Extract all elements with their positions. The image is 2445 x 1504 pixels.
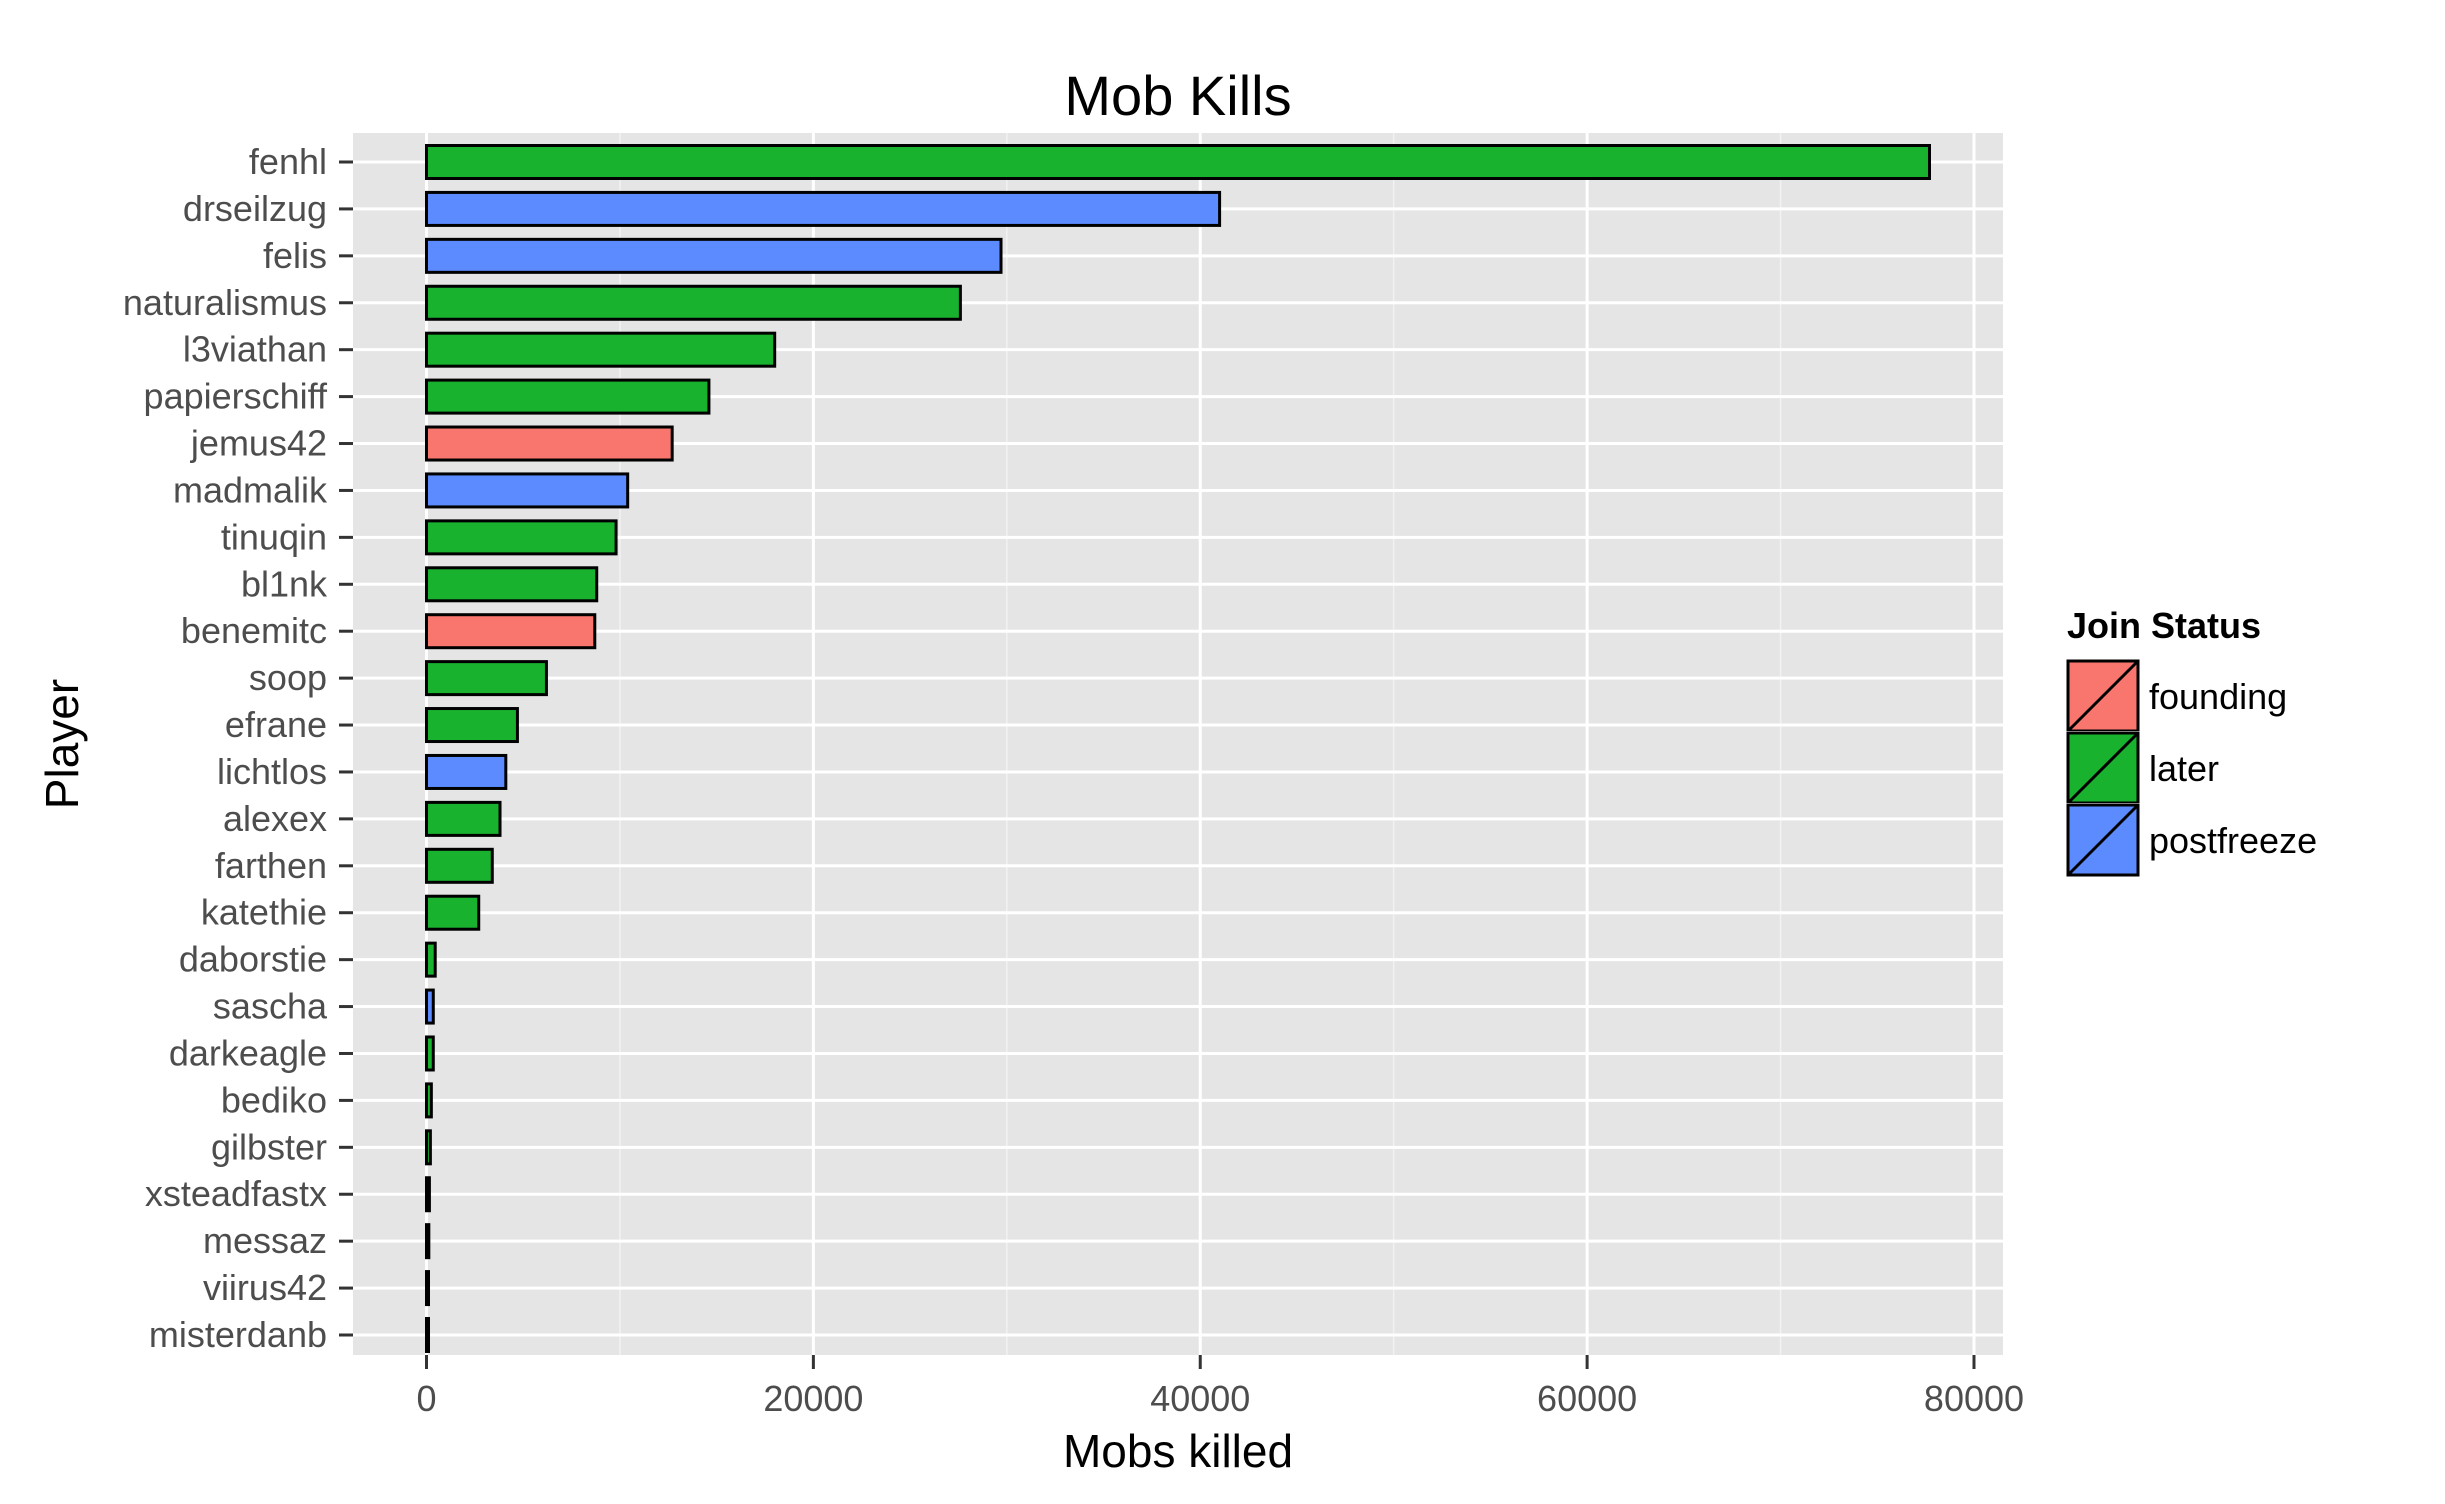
legend-label-postfreeze: postfreeze	[2149, 820, 2317, 861]
y-tick-label: tinuqin	[221, 516, 327, 557]
legend-swatch-slash	[2066, 659, 2140, 733]
y-tick-label: jemus42	[190, 423, 327, 464]
bar-lichtlos	[425, 753, 508, 790]
y-tick-label: katethie	[201, 892, 327, 933]
bar-papierschiff	[425, 378, 711, 415]
bar-xsteadfastx	[425, 1176, 431, 1213]
bar-daborstie	[425, 941, 437, 978]
y-tick-label: madmalik	[173, 469, 328, 510]
x-tick-label: 0	[416, 1378, 436, 1419]
bar-naturalismus	[425, 284, 962, 321]
y-axis: fenhl drseilzug felis naturalismus l3viathan…	[123, 141, 353, 1355]
y-tick-label: naturalismus	[123, 282, 327, 323]
y-tick-label: xsteadfastx	[145, 1173, 327, 1214]
bars	[425, 144, 1931, 1353]
y-axis-title: Player	[36, 679, 88, 809]
x-tick-label: 40000	[1150, 1378, 1250, 1419]
bar-felis	[425, 237, 1003, 274]
bar-katethie	[425, 894, 481, 931]
bar-farthen	[425, 847, 494, 884]
bar-viirus42	[425, 1270, 431, 1307]
x-axis: 0 20000 40000 60000 80000	[416, 1355, 2024, 1419]
bar-misterdanb	[425, 1317, 431, 1353]
y-tick-label: gilbster	[211, 1126, 327, 1167]
legend-label-founding: founding	[2149, 676, 2287, 717]
y-tick-label: l3viathan	[183, 329, 327, 370]
bar-darkeagle	[425, 1035, 435, 1072]
y-tick-label: misterdanb	[149, 1314, 327, 1355]
x-tick-label: 60000	[1537, 1378, 1637, 1419]
bar-gilbster	[425, 1129, 432, 1166]
y-tick-label: efrane	[225, 704, 327, 745]
bar-fenhl	[425, 144, 1931, 180]
y-tick-label: darkeagle	[169, 1032, 327, 1073]
y-tick-label: felis	[263, 235, 327, 276]
bar-benemitc	[425, 613, 597, 650]
legend-swatch-slash	[2066, 731, 2140, 805]
y-tick-label: lichtlos	[217, 751, 327, 792]
y-tick-label: daborstie	[179, 939, 327, 980]
y-tick-label: sascha	[213, 986, 328, 1027]
x-tick-label: 20000	[763, 1378, 863, 1419]
bar-madmalik	[425, 472, 630, 509]
y-tick-label: messaz	[203, 1220, 327, 1261]
chart-title: Mob Kills	[1064, 64, 1291, 127]
x-tick-label: 80000	[1924, 1378, 2024, 1419]
legend-swatch-slash	[2066, 803, 2140, 877]
legend-label-later: later	[2149, 748, 2219, 789]
y-tick-label: viirus42	[203, 1267, 327, 1308]
legend: Join Status founding later postfreeze	[2066, 605, 2317, 877]
bar-efrane	[425, 707, 519, 744]
y-tick-label: soop	[249, 657, 327, 698]
x-axis-title: Mobs killed	[1063, 1425, 1293, 1477]
y-tick-label: alexex	[223, 798, 327, 839]
y-tick-label: bediko	[221, 1079, 327, 1120]
bar-alexex	[425, 800, 502, 837]
y-tick-label: bl1nk	[241, 563, 328, 604]
bar-bl1nk	[425, 566, 599, 603]
bar-l3viathan	[425, 331, 777, 368]
y-tick-label: drseilzug	[183, 188, 327, 229]
bar-bediko	[425, 1082, 433, 1119]
y-tick-label: benemitc	[181, 610, 327, 651]
bar-soop	[425, 660, 548, 697]
legend-title: Join Status	[2067, 605, 2261, 646]
bar-jemus42	[425, 425, 674, 462]
y-tick-label: fenhl	[249, 141, 327, 182]
bar-sascha	[425, 988, 435, 1025]
bar-tinuqin	[425, 519, 618, 556]
bar-messaz	[425, 1223, 431, 1260]
y-tick-label: farthen	[215, 845, 327, 886]
y-tick-label: papierschiff	[144, 376, 328, 417]
bar-drseilzug	[425, 190, 1222, 227]
